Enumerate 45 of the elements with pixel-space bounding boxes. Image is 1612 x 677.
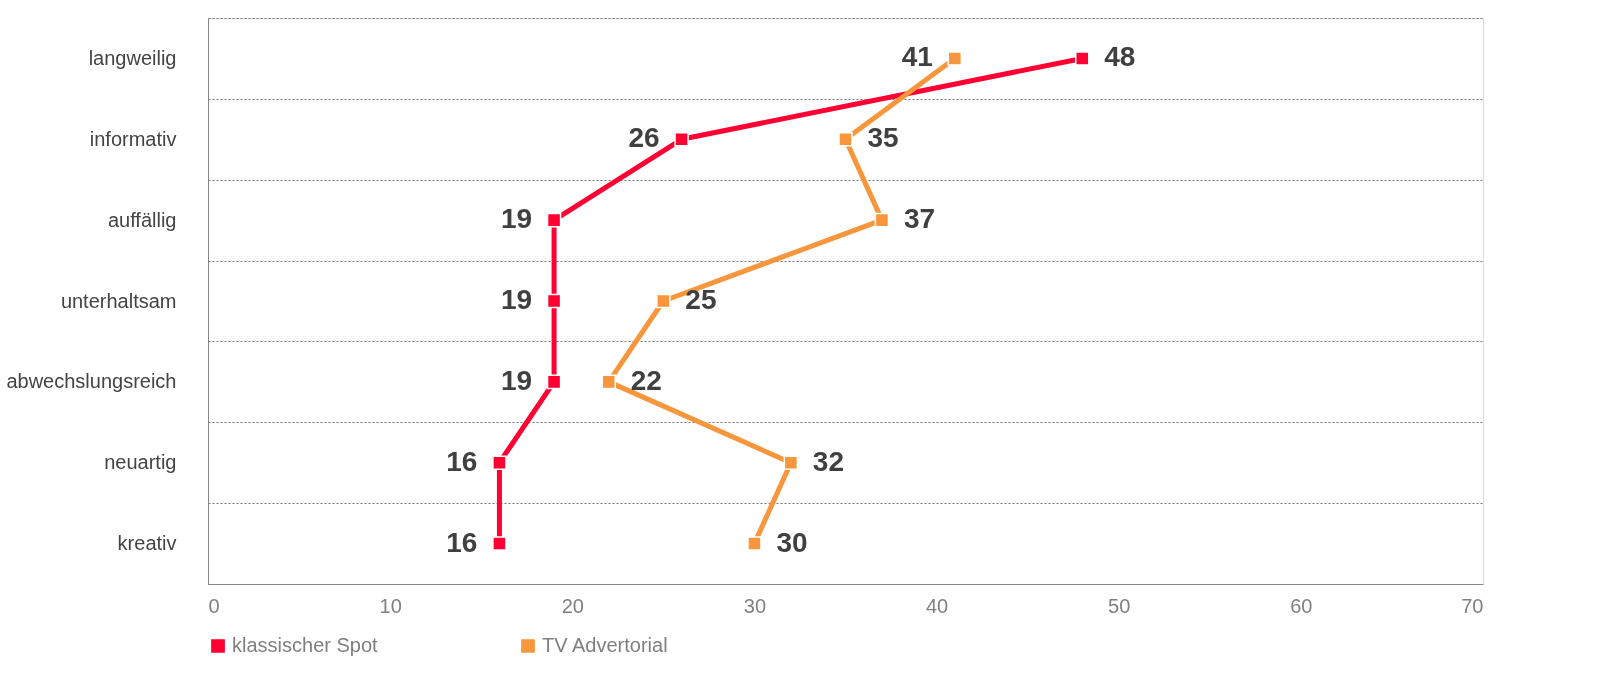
data-label: 22 — [630, 364, 662, 396]
data-label: 19 — [500, 203, 533, 235]
point — [783, 455, 799, 470]
x-tick-label: 30 — [743, 594, 767, 617]
data-label: 19 — [500, 284, 533, 315]
data-label: 35 — [867, 122, 899, 154]
data-label: 26 — [628, 122, 660, 154]
point — [874, 212, 890, 228]
point — [546, 212, 562, 228]
point — [546, 374, 562, 390]
data-label: 16 — [446, 526, 478, 558]
legend-label: TV Advertorial — [542, 634, 668, 656]
data-label: 16 — [446, 445, 478, 477]
legend-label: klassischer Spot — [232, 634, 379, 656]
point — [656, 293, 671, 309]
y-tick-label: kreativ — [117, 532, 177, 555]
point — [601, 374, 616, 390]
y-tick-label: informativ — [89, 127, 177, 150]
data-label: 48 — [1104, 41, 1136, 73]
y-tick-label: neuartig — [104, 451, 177, 474]
data-label: 32 — [812, 445, 845, 477]
x-tick-label: 70 — [1461, 594, 1484, 617]
y-tick-label: auffällig — [107, 208, 177, 231]
x-tick-label: 0 — [208, 594, 220, 617]
y-tick-label: langweilig — [88, 46, 177, 69]
data-label: 19 — [500, 364, 533, 396]
point — [492, 536, 507, 551]
point — [492, 455, 507, 470]
data-label: 37 — [903, 203, 936, 235]
point — [546, 293, 562, 309]
x-tick-label: 10 — [379, 594, 402, 617]
x-tick-label: 20 — [561, 594, 584, 617]
data-label: 41 — [901, 41, 933, 73]
point — [947, 51, 963, 66]
point — [747, 536, 762, 551]
y-tick-label: unterhaltsam — [60, 289, 177, 312]
point — [838, 132, 853, 147]
data-label: 25 — [685, 284, 717, 315]
x-tick-label: 50 — [1108, 594, 1131, 617]
x-tick-label: 60 — [1290, 594, 1313, 617]
x-tick-label: 40 — [925, 594, 949, 617]
y-tick-label: abwechslungsreich — [6, 370, 177, 393]
point — [1075, 51, 1090, 66]
point — [674, 132, 689, 147]
data-label: 30 — [776, 526, 808, 558]
